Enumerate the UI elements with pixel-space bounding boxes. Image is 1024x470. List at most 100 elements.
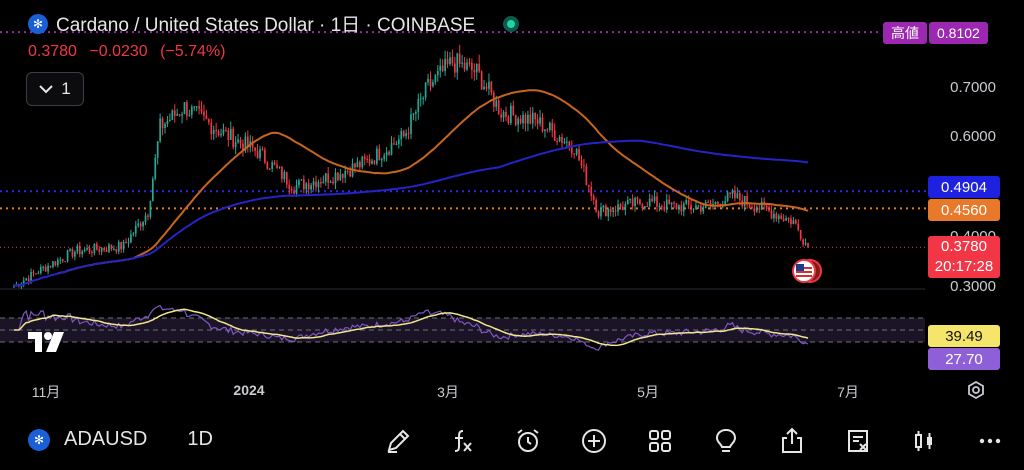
candle-body (622, 207, 624, 211)
candle-body (505, 112, 507, 117)
high-tag: 高値 0.8102 (883, 22, 988, 44)
candle-body (522, 114, 524, 124)
candle-body (198, 106, 200, 109)
high-label: 高値 (883, 22, 927, 44)
candle-body (495, 100, 498, 107)
symbol-name[interactable]: ADAUSD (64, 428, 148, 450)
candle-body (490, 81, 493, 93)
ideas-button[interactable] (710, 425, 742, 457)
y-tick-label: 0.6000 (950, 128, 996, 145)
candle-body (103, 247, 105, 251)
add-button[interactable] (578, 425, 610, 457)
candle-body (451, 57, 454, 64)
candle-body (512, 105, 515, 115)
candle-body (349, 170, 351, 177)
candle-body (122, 241, 125, 250)
candle-body (519, 118, 522, 124)
candle-body (183, 102, 186, 115)
candle-body (590, 186, 593, 197)
symbol-selector[interactable]: ✻ ADAUSD 1D (28, 428, 213, 451)
bottom-toolbar: ✻ ADAUSD 1D (0, 408, 1024, 470)
more-dots-icon (979, 438, 1001, 444)
candle-body (156, 141, 159, 158)
candle-body (485, 86, 488, 89)
candle-body (461, 62, 463, 64)
candle-body (154, 157, 157, 179)
candle-body (568, 141, 571, 147)
candle-body (324, 173, 327, 182)
candle-body (765, 205, 768, 209)
candle-body (100, 247, 103, 252)
candle-body (510, 105, 512, 124)
candle-body (329, 181, 332, 183)
candle-body (473, 70, 476, 73)
candle-body (541, 117, 544, 132)
candle-body (514, 114, 517, 125)
candle-body (721, 205, 724, 208)
candle-body (356, 161, 359, 168)
candle-body (463, 62, 466, 70)
candle-body (371, 160, 373, 164)
rsi-ma-series (14, 308, 809, 347)
layout-button[interactable] (644, 425, 676, 457)
candle-body (278, 166, 281, 168)
candle-body (225, 129, 227, 131)
candle-body (134, 225, 137, 234)
draw-tool-button[interactable] (382, 425, 414, 457)
notes-icon (848, 430, 868, 452)
candle-body (794, 220, 797, 224)
candle-body (61, 259, 64, 262)
candle-body (614, 210, 617, 212)
candle-body (636, 197, 639, 200)
candle-body (246, 136, 249, 148)
candle-body (268, 168, 271, 170)
candle-body (388, 151, 390, 155)
candle-body (27, 278, 30, 282)
candle-body (203, 111, 205, 116)
current-price: 0.3780 (28, 43, 77, 60)
candle-body (88, 248, 91, 253)
candle-body (738, 193, 741, 201)
indicators-toggle-button[interactable]: 1 (26, 72, 84, 106)
x-tick-label: 2024 (233, 382, 265, 398)
share-button[interactable] (776, 425, 808, 457)
candle-body (113, 248, 115, 250)
lightbulb-icon (715, 428, 737, 452)
candle-body (125, 241, 127, 244)
market-open-icon (503, 15, 520, 32)
us-flag-event-icon[interactable] (792, 258, 822, 284)
candle-body (222, 129, 225, 134)
candle-body (302, 179, 305, 190)
chart-type-button[interactable] (908, 425, 940, 457)
candle-body (117, 241, 120, 252)
candle-body (242, 143, 244, 151)
candle-body (54, 261, 57, 266)
candle-body (37, 273, 40, 275)
x-tick-label: 5月 (637, 384, 659, 400)
more-button[interactable] (974, 425, 1006, 457)
candle-body (220, 133, 222, 136)
price-change: −0.0230 (89, 43, 148, 60)
candles-icon (915, 431, 932, 451)
chart-settings-icon[interactable] (966, 380, 986, 400)
candle-body (261, 149, 264, 151)
candle-body (137, 223, 140, 226)
candle-body (575, 149, 578, 155)
notes-button[interactable] (842, 425, 874, 457)
candle-body (30, 271, 32, 282)
alert-button[interactable] (512, 425, 544, 457)
candle-body (74, 251, 76, 257)
candle-body (368, 159, 371, 164)
candle-body (587, 185, 590, 187)
candle-body (35, 273, 37, 275)
candle-body (285, 172, 288, 185)
candle-body (758, 208, 761, 210)
candle-body (695, 205, 697, 209)
candle-body (91, 252, 93, 254)
candle-body (797, 223, 800, 231)
interval-selector[interactable]: 1D (187, 428, 213, 450)
candle-body (624, 204, 627, 211)
plus-circle-icon (582, 429, 606, 453)
indicators-button[interactable] (446, 425, 478, 457)
